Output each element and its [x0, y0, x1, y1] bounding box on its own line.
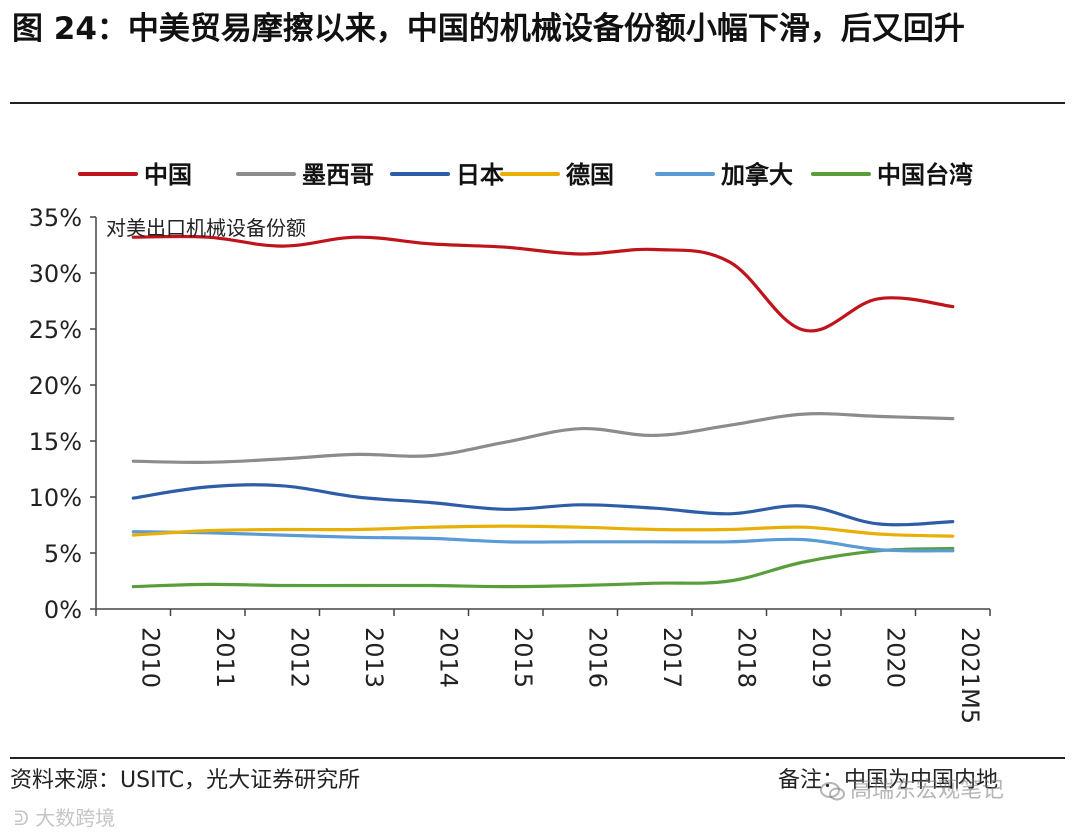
- legend-label: 中国: [144, 161, 192, 189]
- chart-series: [131, 234, 955, 589]
- y-tick-label: 35%: [29, 204, 82, 232]
- watermark-corner: ᕲ 大数跨境: [14, 802, 115, 831]
- legend-label: 德国: [566, 161, 614, 189]
- footnote: 备注：中国为中国内地: [778, 768, 999, 793]
- x-tick-label: 2012: [285, 627, 313, 688]
- watermark-brand-text: 高瑞东宏观笔记: [850, 778, 1005, 803]
- x-tick-label: 2018: [732, 627, 760, 688]
- x-tick-label: 2016: [583, 627, 611, 688]
- series-line-3: [131, 524, 955, 538]
- chart-axes: 0% 5% 10% 15% 20% 25% 30% 35% 2010 2011 2012 2013 20…: [29, 204, 991, 724]
- watermark-brand: 高瑞东宏观笔记: [820, 772, 1004, 804]
- figure-title: 图 24：中美贸易摩擦以来，中国的机械设备份额小幅下滑，后又回升: [12, 11, 965, 47]
- series-line-0: [131, 234, 955, 333]
- y-tick-label: 10%: [29, 484, 82, 512]
- source-note: 资料来源：USITC，光大证券研究所: [10, 768, 361, 793]
- y-tick-label: 15%: [29, 428, 82, 456]
- y-tick-label: 5%: [44, 540, 82, 568]
- y-tick-label: 0%: [44, 596, 82, 624]
- series-line-2: [131, 483, 955, 527]
- legend-label: 中国台湾: [877, 161, 973, 189]
- chart-title: 对美出口机械设备份额: [106, 216, 306, 240]
- x-tick-label: 2010: [136, 627, 164, 688]
- x-tick-label: 2011: [211, 627, 239, 688]
- y-tick-label: 25%: [29, 316, 82, 344]
- bottom-rule: [10, 757, 1065, 759]
- x-tick-label: 2013: [360, 627, 388, 688]
- top-rule: [10, 102, 1065, 104]
- chart-legend: 中国 墨西哥 日本 德国 加拿大 中国台湾: [78, 161, 973, 189]
- legend-label: 加拿大: [721, 161, 793, 189]
- series-line-1: [131, 412, 955, 464]
- x-tick-label: 2017: [658, 627, 686, 688]
- legend-label: 墨西哥: [302, 161, 374, 189]
- x-tick-label: 2014: [434, 627, 462, 688]
- y-tick-label: 30%: [29, 260, 82, 288]
- x-tick-label: 2019: [807, 627, 835, 688]
- y-tick-label: 20%: [29, 372, 82, 400]
- watermark-corner-text: 大数跨境: [35, 806, 116, 830]
- series-line-5: [131, 546, 955, 589]
- x-tick-label: 2021M5: [956, 627, 984, 724]
- corner-logo-icon: ᕲ: [14, 806, 29, 830]
- series-line-4: [131, 530, 955, 553]
- legend-label: 日本: [456, 161, 504, 189]
- x-tick-label: 2020: [881, 627, 909, 688]
- wechat-icon: [820, 782, 845, 801]
- x-tick-label: 2015: [509, 627, 537, 688]
